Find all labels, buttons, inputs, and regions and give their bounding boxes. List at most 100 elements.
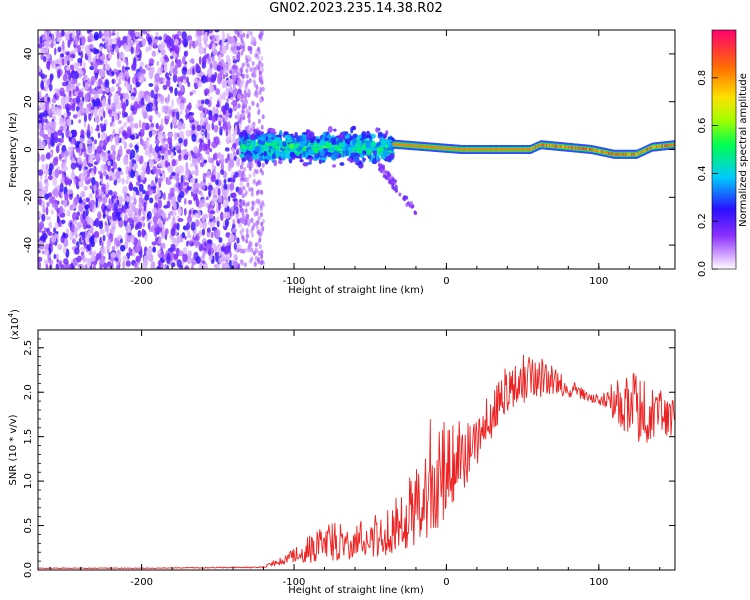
spectrogram-signal-blob (386, 147, 391, 151)
spectrogram-noise-blob (104, 221, 108, 226)
spectrogram-signal-blob (356, 147, 361, 154)
spectrogram-noise-blob (112, 161, 117, 170)
spectrogram-noise-blob (220, 169, 225, 175)
spectrogram-signal-blob (266, 142, 272, 147)
spectrogram-noise-blob (157, 199, 163, 209)
spectrogram-track-core (610, 152, 612, 155)
spectrogram-noise-blob (249, 242, 253, 248)
spectrogram-noise-blob (252, 172, 256, 178)
spectrogram-track-core (430, 145, 433, 149)
spectrogram-noise-blob (185, 129, 191, 137)
spectrogram-noise-blob (144, 149, 150, 156)
spectrogram-track-core (514, 148, 516, 151)
spectrogram-noise-blob (244, 92, 248, 98)
spectrogram-noise-blob (170, 187, 175, 194)
spectrogram-noise-blob (242, 103, 246, 109)
spectrogram-noise-blob (72, 238, 76, 244)
spectrogram-noise-blob (133, 216, 138, 223)
spectrogram-noise-blob (112, 68, 119, 73)
spectrogram-track-core (526, 148, 529, 151)
spectrogram-noise-blob (95, 97, 101, 107)
spectrogram-noise-blob (246, 233, 250, 239)
spectrogram-noise-blob (242, 32, 246, 38)
spectrogram-track-core (431, 145, 434, 149)
colorbar-tick-label: 0.0 (697, 261, 708, 277)
spectrogram-track-core (408, 144, 411, 147)
spectrogram-noise-blob (117, 235, 123, 240)
spectrogram-noise-blob (211, 199, 215, 207)
spectrogram-signal-blob (273, 145, 279, 150)
colorbar-gradient (711, 29, 737, 270)
spectrogram-track-core (418, 144, 420, 148)
spectrogram-noise-blob (41, 116, 45, 126)
spectrogram-noise-blob (211, 122, 215, 131)
spectrogram-noise-blob (246, 33, 250, 39)
spectrogram-noise-blob (208, 30, 213, 34)
spectrogram-track-core (504, 148, 506, 151)
spectrogram-noise-blob (57, 129, 63, 136)
spectrogram-noise-blob (185, 112, 189, 121)
spectrogram-signal-blob (288, 143, 295, 150)
spectrogram-noise-blob (173, 124, 178, 129)
spectrogram-noise-blob (89, 199, 95, 206)
spectrogram-noise-blob (212, 42, 216, 52)
spectrogram-noise-blob (174, 87, 178, 97)
spectrogram-track-core (494, 148, 497, 151)
spectrogram-noise-blob (230, 36, 235, 46)
spectrogram-track-core (423, 145, 426, 148)
spectrogram-noise-blob (169, 87, 173, 94)
spectrogram-noise-blob (51, 104, 55, 114)
spectrogram-noise-blob (38, 119, 43, 124)
spectrogram-noise-blob (160, 118, 164, 127)
spectrogram-signal-blob (256, 152, 260, 158)
spectrogram-track-core (581, 147, 584, 151)
spectrogram-noise-blob (186, 222, 191, 231)
spectrogram-noise-blob (180, 102, 185, 111)
spectrogram-noise-blob (73, 129, 77, 138)
spectrogram-noise-blob (99, 46, 103, 51)
spectrogram-noise-blob (41, 213, 46, 222)
spectrogram-noise-blob (61, 40, 65, 50)
spectrogram-noise-blob (174, 45, 180, 55)
spectrogram-noise-blob (143, 201, 147, 211)
spectrogram-noise-blob (180, 151, 185, 157)
spectrogram-noise-blob (112, 214, 118, 221)
spectrogram-noise-blob (228, 159, 235, 169)
spectrogram-noise-blob (254, 242, 258, 248)
spectrogram-noise-blob (228, 57, 232, 67)
spectrogram-noise-blob (178, 95, 184, 100)
spectrogram-noise-blob (130, 30, 135, 38)
spectrogram-noise-blob (64, 155, 67, 164)
spectrogram-noise-blob (123, 112, 128, 118)
spectrogram-track-core (501, 148, 503, 151)
spectrogram-noise-blob (153, 93, 158, 100)
spectrogram-track-core (442, 146, 445, 150)
spectrogram-signal-blob (338, 142, 344, 148)
spectrogram-noise-blob (102, 144, 107, 151)
spectrogram-track-core (506, 148, 509, 151)
spectrogram-noise-blob (245, 108, 249, 114)
spectrogram-noise-blob (172, 67, 178, 76)
spectrogram-noise-blob (73, 226, 78, 234)
spectrogram-noise-blob (176, 111, 180, 121)
spectrogram-noise-blob (164, 228, 169, 236)
spectrogram-noise-blob (48, 175, 53, 180)
spectrogram-noise-blob (152, 130, 155, 137)
spectrogram-noise-blob (105, 57, 108, 67)
spectrogram-noise-blob (237, 103, 241, 109)
spectrogram-y-axis-label: Frequency (Hz) (8, 112, 19, 188)
spectrogram-noise-blob (195, 239, 199, 249)
spectrogram-noise-blob (82, 170, 88, 178)
spectrogram-noise-blob (133, 197, 137, 205)
spectrogram-signal-blob (371, 147, 375, 151)
spectrogram-noise-blob (239, 44, 243, 50)
spectrogram-track-core (547, 144, 549, 147)
spectrogram-noise-blob (115, 45, 120, 54)
spectrogram-noise-blob (251, 232, 255, 238)
spectrogram-noise-blob (101, 151, 106, 157)
spectrogram-track-core (404, 143, 406, 147)
spectrogram-noise-blob (72, 114, 78, 119)
spectrogram-noise-blob (226, 97, 230, 103)
spectrogram-track-core (662, 144, 664, 148)
spectrogram-track-core (417, 144, 419, 148)
